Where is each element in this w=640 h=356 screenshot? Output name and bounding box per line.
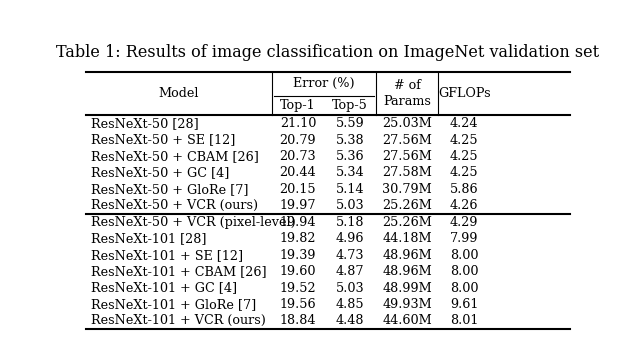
Text: 21.10: 21.10: [280, 117, 316, 130]
Text: Model: Model: [159, 87, 199, 100]
Text: 4.24: 4.24: [450, 117, 479, 130]
Text: 5.03: 5.03: [336, 282, 364, 294]
Text: 5.59: 5.59: [336, 117, 364, 130]
Text: 20.73: 20.73: [280, 150, 316, 163]
Text: 48.96M: 48.96M: [382, 248, 432, 262]
Text: GFLOPs: GFLOPs: [438, 87, 490, 100]
Text: 8.00: 8.00: [450, 282, 479, 294]
Text: 44.18M: 44.18M: [382, 232, 432, 245]
Text: 4.25: 4.25: [450, 166, 479, 179]
Text: ResNeXt-101 + GC [4]: ResNeXt-101 + GC [4]: [91, 282, 237, 294]
Text: ResNeXt-101 + VCR (ours): ResNeXt-101 + VCR (ours): [91, 314, 266, 328]
Text: ResNeXt-101 + CBAM [26]: ResNeXt-101 + CBAM [26]: [91, 265, 266, 278]
Text: 5.86: 5.86: [450, 183, 479, 196]
Text: 20.79: 20.79: [280, 134, 316, 147]
Text: ResNeXt-50 + VCR (pixel-level): ResNeXt-50 + VCR (pixel-level): [91, 216, 296, 229]
Text: ResNeXt-50 [28]: ResNeXt-50 [28]: [91, 117, 198, 130]
Text: 4.29: 4.29: [450, 216, 479, 229]
Text: 4.85: 4.85: [336, 298, 364, 311]
Text: 4.73: 4.73: [336, 248, 364, 262]
Text: 5.18: 5.18: [336, 216, 364, 229]
Text: 27.56M: 27.56M: [382, 150, 432, 163]
Text: 19.39: 19.39: [280, 248, 316, 262]
Text: ResNeXt-101 [28]: ResNeXt-101 [28]: [91, 232, 207, 245]
Text: 4.25: 4.25: [450, 134, 479, 147]
Text: 5.34: 5.34: [336, 166, 364, 179]
Text: 4.48: 4.48: [336, 314, 364, 328]
Text: ResNeXt-50 + CBAM [26]: ResNeXt-50 + CBAM [26]: [91, 150, 259, 163]
Text: 5.14: 5.14: [336, 183, 364, 196]
Text: Table 1: Results of image classification on ImageNet validation set: Table 1: Results of image classification…: [56, 44, 600, 61]
Text: 48.99M: 48.99M: [382, 282, 432, 294]
Text: 19.60: 19.60: [280, 265, 316, 278]
Text: 5.03: 5.03: [336, 199, 364, 212]
Text: 19.97: 19.97: [280, 199, 316, 212]
Text: 48.96M: 48.96M: [382, 265, 432, 278]
Text: 7.99: 7.99: [450, 232, 479, 245]
Text: 9.61: 9.61: [450, 298, 478, 311]
Text: 4.25: 4.25: [450, 150, 479, 163]
Text: 18.84: 18.84: [280, 314, 316, 328]
Text: # of
Params: # of Params: [383, 79, 431, 108]
Text: Error (%): Error (%): [293, 77, 355, 90]
Text: ResNeXt-50 + GC [4]: ResNeXt-50 + GC [4]: [91, 166, 229, 179]
Text: 4.26: 4.26: [450, 199, 479, 212]
Text: 19.94: 19.94: [280, 216, 316, 229]
Text: 5.36: 5.36: [336, 150, 364, 163]
Text: 27.58M: 27.58M: [382, 166, 432, 179]
Text: 8.01: 8.01: [450, 314, 478, 328]
Text: 25.26M: 25.26M: [382, 199, 432, 212]
Text: Top-5: Top-5: [332, 99, 368, 112]
Text: 19.52: 19.52: [280, 282, 316, 294]
Text: 20.44: 20.44: [280, 166, 316, 179]
Text: 44.60M: 44.60M: [382, 314, 432, 328]
Text: 25.26M: 25.26M: [382, 216, 432, 229]
Text: 4.87: 4.87: [336, 265, 364, 278]
Text: 4.96: 4.96: [336, 232, 364, 245]
Text: ResNeXt-50 + GloRe [7]: ResNeXt-50 + GloRe [7]: [91, 183, 248, 196]
Text: 19.82: 19.82: [280, 232, 316, 245]
Text: ResNeXt-50 + SE [12]: ResNeXt-50 + SE [12]: [91, 134, 236, 147]
Text: 8.00: 8.00: [450, 248, 479, 262]
Text: ResNeXt-101 + SE [12]: ResNeXt-101 + SE [12]: [91, 248, 243, 262]
Text: ResNeXt-101 + GloRe [7]: ResNeXt-101 + GloRe [7]: [91, 298, 256, 311]
Text: Top-1: Top-1: [280, 99, 316, 112]
Text: ResNeXt-50 + VCR (ours): ResNeXt-50 + VCR (ours): [91, 199, 258, 212]
Text: 5.38: 5.38: [336, 134, 364, 147]
Text: 19.56: 19.56: [280, 298, 316, 311]
Text: 49.93M: 49.93M: [382, 298, 432, 311]
Text: 30.79M: 30.79M: [382, 183, 432, 196]
Text: 27.56M: 27.56M: [382, 134, 432, 147]
Text: 25.03M: 25.03M: [382, 117, 432, 130]
Text: 20.15: 20.15: [280, 183, 316, 196]
Text: 8.00: 8.00: [450, 265, 479, 278]
